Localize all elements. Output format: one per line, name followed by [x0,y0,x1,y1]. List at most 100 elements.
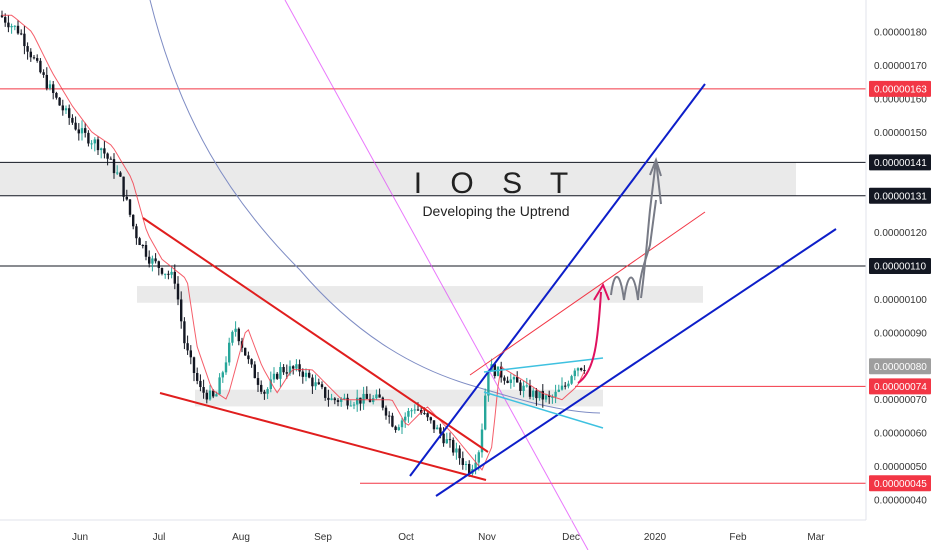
candle-body [391,415,394,427]
candle-body [381,397,384,408]
zones-layer [0,162,796,407]
price-tag-background [869,258,931,274]
candle-body [442,433,445,444]
candle-body [292,366,295,369]
diagonal-lines-layer [149,0,601,550]
gray-projection-arrowhead [649,157,662,177]
candle-body [96,139,100,151]
candle-body [13,25,16,27]
candle-body [448,439,452,441]
candle-body [452,439,455,453]
candle-body [288,366,292,374]
candle-body [407,411,410,417]
candle-body [215,394,218,397]
candle-body [84,128,87,133]
candle-body [228,342,231,363]
candle-body [461,458,464,465]
candle-body [352,404,356,406]
candle-body [71,117,74,123]
blue-trend-upper-line [409,83,706,477]
x-tick-label: Sep [314,532,332,543]
x-tick-labels: Jun Jul Aug Sep Oct Nov Dec 2020 Feb Mar [72,532,825,543]
candle-body [541,390,544,400]
candle-body [522,385,525,391]
candle-body [141,245,144,247]
candle-body [250,359,253,365]
candle-body [480,429,484,453]
candle-body [512,377,516,380]
candle-body [378,394,381,398]
candle-body [564,385,567,387]
price-tag-label: 0.00000074 [874,382,927,393]
candle-body [464,463,468,465]
candle-body [157,261,160,269]
candle-body [109,158,112,160]
candle-body [580,368,583,371]
candle-body [285,372,288,374]
y-tick-label: 0.00000170 [874,61,927,72]
candle-body [244,347,247,356]
candle-body [208,390,212,400]
candle-body [39,60,42,73]
horizontal-levels-layer [0,88,866,484]
candle-body [167,273,170,275]
thin-red-channel-line [469,211,706,376]
x-tick-label: Feb [729,532,747,543]
candle-body [304,372,308,377]
candle-body [52,84,55,93]
candle-body [368,398,372,402]
candle-body [503,377,506,381]
candle-body [400,420,404,428]
candle-body [77,129,80,134]
candle-body [560,385,564,390]
candle-body [0,15,4,18]
drawings-layer [142,83,837,497]
candle-body [404,416,407,421]
pink-projection-arrowhead [593,282,610,301]
candle-body [45,74,48,89]
candle-body [279,367,282,379]
candle-body [135,226,138,239]
candle-body [55,92,58,98]
pink-diagonal-line [284,0,589,550]
candle-body [221,372,224,378]
zone-rect [137,286,703,303]
price-tag-background [869,475,931,492]
gray-projection-wave [610,199,657,301]
y-tick-label: 0.00000090 [874,328,927,339]
candle-body [154,258,157,262]
fast-ma-layer [2,14,585,471]
candle-body [375,394,378,399]
candle-body [340,398,343,402]
candle-body [410,410,413,412]
candle-body [32,57,36,59]
candle-body [186,343,189,351]
candle-body [311,377,314,387]
candle-body [26,46,29,52]
candle-body [80,128,84,134]
candle-body [231,331,234,343]
candle-body [320,384,324,388]
candle-body [314,382,317,387]
candle-body [125,196,128,200]
candle-body [439,427,442,434]
candle-body [343,397,346,399]
candle-body [423,413,426,415]
candle-body [384,407,388,416]
candle-body [202,387,205,393]
price-tags: 0.00000163 0.00000141 0.00000131 0.00000110… [869,80,931,492]
candle-body [301,371,304,377]
cyan-channel-upper-line [483,357,604,373]
x-tick-label: 2020 [644,532,667,543]
candle-body [509,379,512,383]
y-tick-label: 0.00000160 [874,94,927,105]
y-tick-label: 0.00000040 [874,496,927,507]
candle-body [573,370,576,377]
candle-body [64,108,68,111]
candle-body [164,273,167,275]
candle-body [333,398,336,401]
candle-body [426,413,429,418]
candle-body [103,148,106,154]
price-tag-label: 0.00000163 [874,84,927,95]
